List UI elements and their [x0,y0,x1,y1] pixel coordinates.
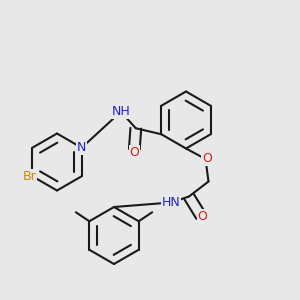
Text: Br: Br [22,170,36,183]
Text: HN: HN [162,196,180,209]
Text: N: N [77,141,86,154]
Text: O: O [129,146,139,159]
Text: O: O [202,152,212,166]
Text: O: O [198,209,207,223]
Text: NH: NH [111,105,130,118]
